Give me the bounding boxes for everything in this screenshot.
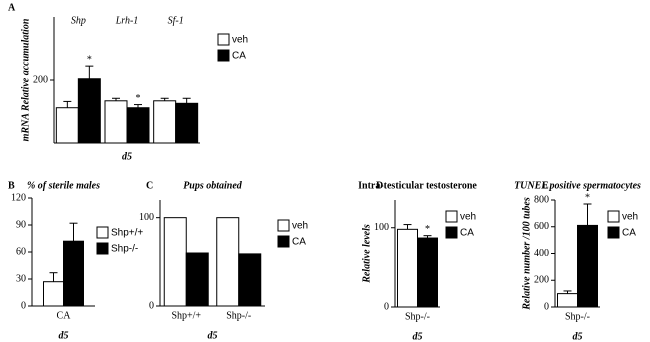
panel-title: TUNEL positive spermatocytes	[514, 180, 641, 191]
legend-label: Shp-/-	[111, 244, 138, 255]
legend-label: veh	[460, 212, 476, 223]
y-tick-label: 30	[16, 273, 26, 284]
panel-letter: D	[376, 180, 383, 191]
significance-star: *	[425, 224, 430, 235]
x-tick-label: Lrh-1	[115, 15, 139, 26]
significance-star: *	[136, 93, 141, 104]
legend-label: Shp+/+	[111, 228, 143, 239]
legend-label: CA	[292, 237, 306, 248]
bar	[77, 78, 101, 144]
panel-title: % of sterile males	[27, 180, 100, 191]
legend-swatch	[445, 210, 458, 223]
y-tick-label: 100	[374, 222, 389, 233]
legend-label: CA	[232, 51, 246, 62]
legend-swatch	[445, 226, 458, 239]
y-tick-label: 0	[21, 300, 26, 311]
bar	[216, 217, 240, 307]
x-tick-label: Sf-1	[168, 15, 184, 26]
x-tick-label: Shp-/-	[226, 310, 251, 321]
x-label: d5	[573, 331, 583, 342]
x-label: d5	[59, 330, 69, 341]
x-tick-label: Shp-/-	[565, 311, 590, 322]
y-label: Relative levels	[361, 224, 372, 284]
bar	[577, 224, 598, 308]
bar	[153, 100, 177, 144]
bar	[185, 252, 209, 307]
significance-star: *	[585, 192, 590, 203]
legend-swatch	[277, 219, 290, 232]
y-tick-label: 90	[16, 219, 26, 230]
panel-title: Intra-testicular testosterone	[358, 180, 477, 191]
bar	[175, 102, 199, 144]
x-tick-label: CA	[57, 310, 72, 321]
legend-label: veh	[232, 35, 248, 46]
bar	[417, 237, 438, 308]
bar	[238, 253, 262, 307]
y-tick-label: 800	[534, 194, 549, 205]
panel-letter: A	[8, 2, 16, 13]
bar	[63, 240, 84, 307]
x-tick-label: Shp-/-	[405, 311, 430, 322]
legend-swatch	[607, 226, 620, 239]
legend-label: CA	[622, 228, 636, 239]
bar	[397, 228, 418, 308]
y-tick-label: 0	[149, 300, 154, 311]
y-tick-label: 60	[16, 246, 26, 257]
x-label: d5	[413, 331, 423, 342]
y-tick-label: 0	[544, 301, 549, 312]
y-tick-label: 400	[534, 248, 549, 259]
legend-label: veh	[292, 221, 308, 232]
x-tick-label: Shp+/+	[171, 310, 201, 321]
y-tick-label: 100	[139, 212, 154, 223]
legend-label: CA	[460, 228, 474, 239]
panel-letter: C	[146, 180, 153, 191]
bar	[126, 107, 150, 144]
legend-swatch	[607, 210, 620, 223]
y-tick-label: 200	[33, 74, 48, 85]
y-label: mRNA Relative accumulation	[20, 18, 31, 141]
panel-letter: B	[8, 180, 15, 191]
legend-swatch	[96, 226, 109, 239]
legend-swatch	[277, 235, 290, 248]
y-label: Relative number /100 tubes	[521, 197, 532, 311]
y-tick-label: 0	[384, 301, 389, 312]
bar	[55, 107, 79, 144]
panel-letter: E	[542, 180, 549, 191]
x-tick-label: Shp	[71, 15, 86, 26]
bar	[104, 100, 128, 144]
x-label: d5	[122, 151, 132, 162]
bar	[163, 217, 187, 307]
bar	[43, 281, 64, 307]
legend-swatch	[217, 49, 230, 62]
bar	[557, 293, 578, 308]
legend-swatch	[217, 33, 230, 46]
significance-star: *	[87, 54, 92, 65]
y-tick-label: 200	[534, 275, 549, 286]
y-tick-label: 120	[11, 192, 26, 203]
x-label: d5	[208, 330, 218, 341]
panel-title: Pups obtained	[183, 180, 243, 191]
y-tick-label: 600	[534, 221, 549, 232]
legend-swatch	[96, 242, 109, 255]
legend-label: veh	[622, 212, 638, 223]
